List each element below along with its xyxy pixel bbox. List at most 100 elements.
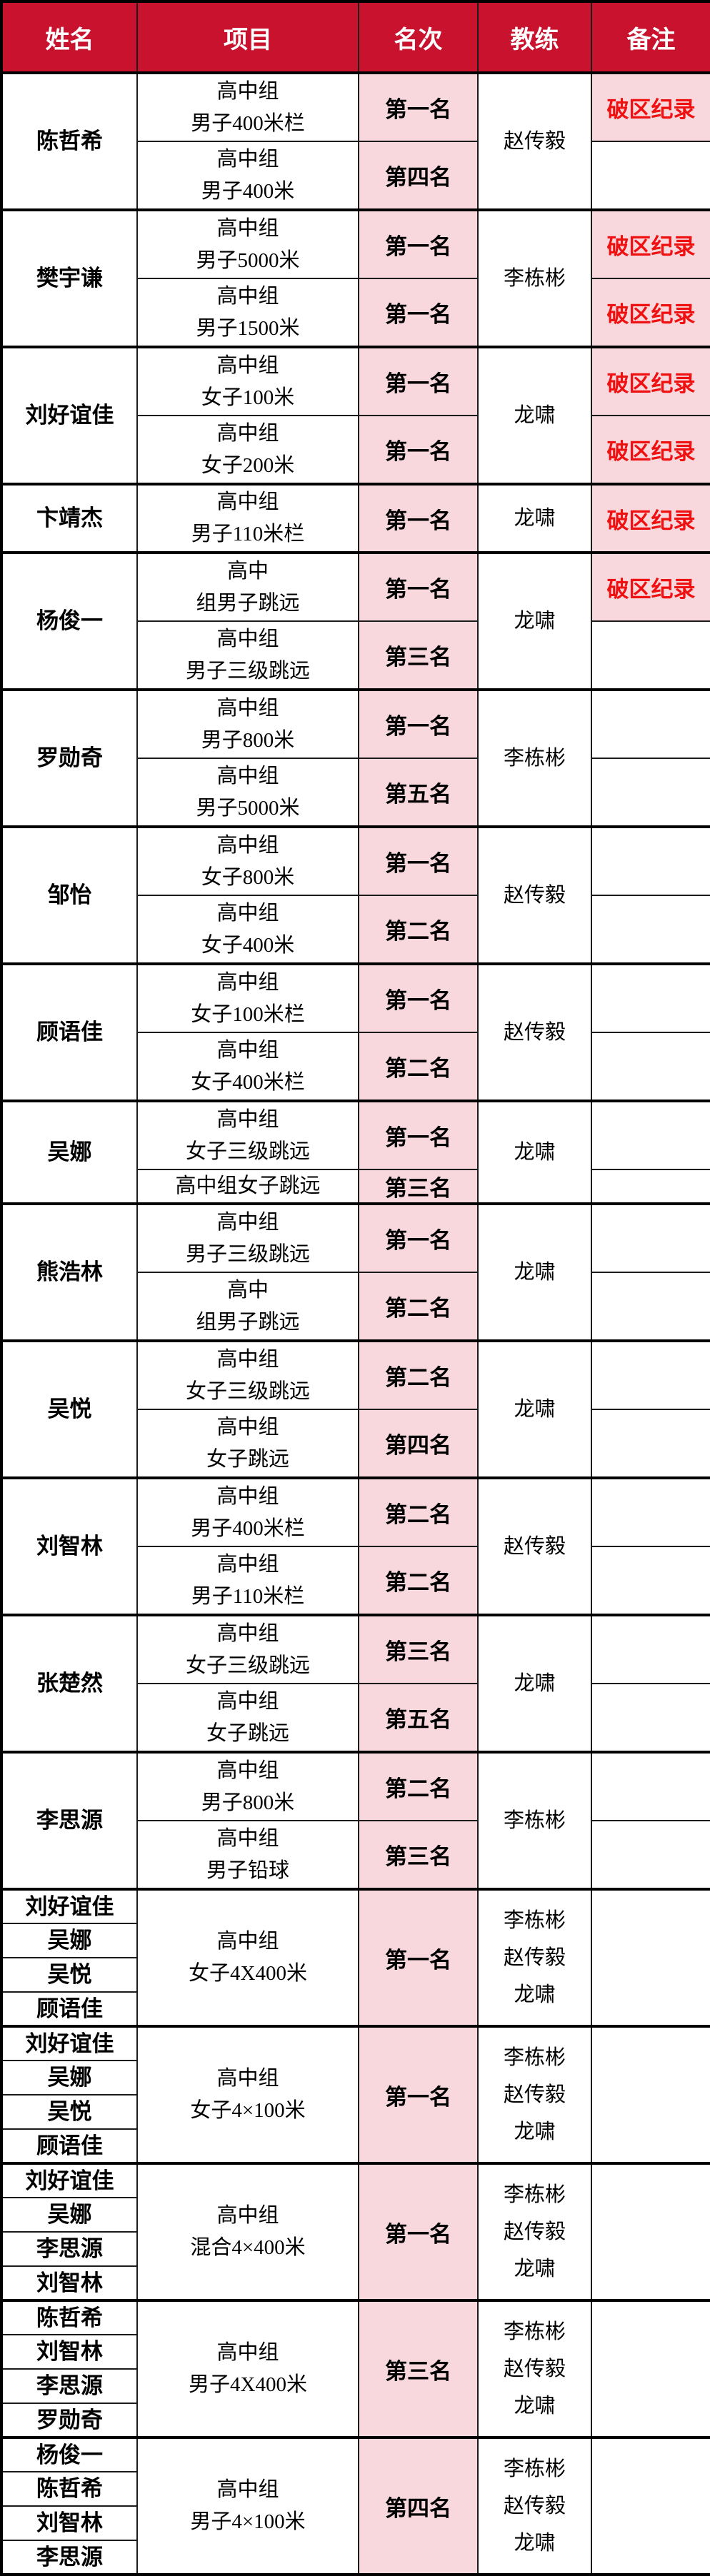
coach-name: 李栋彬 xyxy=(503,1809,566,1832)
event-line: 高中组 xyxy=(216,421,279,445)
event-cell: 高中组 女子400米栏 xyxy=(136,1032,359,1102)
event-line: 女子400米 xyxy=(201,933,295,957)
event-line: 高中组 xyxy=(216,216,279,240)
event-line: 组男子跳远 xyxy=(196,591,300,615)
event-line: 女子4×100米 xyxy=(190,2099,306,2122)
event-cell: 高中组 混合4×400米 xyxy=(136,2162,359,2301)
athlete-name-cell: 李思源 xyxy=(1,1751,138,1890)
event-line: 男子三级跳远 xyxy=(185,1242,310,1266)
result-row: 高中组 女子400米栏 第二名 xyxy=(1,1032,710,1102)
relay-row: 吴悦 xyxy=(1,1957,710,1993)
rank-cell: 第一名 xyxy=(358,1202,479,1273)
result-row: 张楚然 高中组 女子三级跳远 第三名 龙啸 xyxy=(1,1614,710,1753)
rank-cell: 第五名 xyxy=(358,758,479,827)
event-line: 高中组 xyxy=(216,970,279,994)
remark-cell xyxy=(591,1169,710,1204)
coach-cell: 李栋彬 xyxy=(477,208,592,348)
rank-cell: 第一名 xyxy=(358,346,479,416)
result-row: 卞靖杰 高中组 男子110米栏 第一名 龙啸 破区纪录 xyxy=(1,483,710,553)
event-line: 男子5000米 xyxy=(196,248,300,272)
athlete-name-cell: 杨俊一 xyxy=(1,551,138,690)
result-row: 高中组 男子铅球 第三名 xyxy=(1,1820,710,1890)
event-cell: 高中组 男子800米 xyxy=(136,688,359,759)
coach-name: 李栋彬 xyxy=(503,747,566,770)
result-row: 高中组 女子200米 第一名 破区纪录 xyxy=(1,415,710,485)
event-cell: 高中组 男子铅球 xyxy=(136,1820,359,1890)
relay-row: 杨俊一 高中组 男子4×100米 第四名 李栋彬 赵传毅 龙啸 xyxy=(1,2436,710,2575)
event-line: 高中组 xyxy=(216,284,279,308)
result-row: 高中组 女子跳远 第四名 xyxy=(1,1409,710,1479)
coach-cell: 李栋彬 赵传毅 龙啸 xyxy=(477,2299,592,2438)
result-row: 罗勋奇 高中组 男子800米 第一名 李栋彬 xyxy=(1,688,710,827)
event-cell: 高中组女子400米 xyxy=(136,895,359,965)
remark-cell xyxy=(591,962,710,1033)
rank-cell: 第二名 xyxy=(358,1339,479,1410)
coach-name: 龙啸 xyxy=(514,2258,556,2280)
result-row: 杨俊一 高中 组男子跳远 第一名 龙啸 破区纪录 xyxy=(1,551,710,690)
rank-cell: 第一名 xyxy=(358,71,479,142)
event-cell: 高中组 女子100米 xyxy=(136,346,359,416)
coach-name: 赵传毅 xyxy=(503,1535,566,1558)
result-row: 刘智林 高中组 男子400米栏 第二名 赵传毅 xyxy=(1,1476,710,1616)
relay-row: 李思源 xyxy=(1,2231,710,2267)
athlete-name-cell: 邹怡 xyxy=(1,825,138,965)
athlete-name-cell: 吴悦 xyxy=(1,1339,138,1479)
relay-row: 吴娜 xyxy=(1,2197,710,2233)
remark-cell xyxy=(591,141,710,211)
coach-name: 龙啸 xyxy=(514,1141,556,1164)
event-line: 高中组 xyxy=(216,2204,279,2227)
event-line: 高中组 xyxy=(216,1347,279,1371)
event-line: 高中组 xyxy=(216,901,279,925)
event-cell: 高中组 男子400米 xyxy=(136,141,359,211)
athlete-name-cell: 吴娜 xyxy=(1,2197,138,2233)
athlete-name-cell: 刘智林 xyxy=(1,2265,138,2301)
result-row: 吴娜 高中组 女子三级跳远 第一名 龙啸 xyxy=(1,1100,710,1204)
remark-cell xyxy=(591,620,710,690)
event-line: 高中组 xyxy=(216,79,279,103)
athlete-name-cell: 罗勋奇 xyxy=(1,2403,138,2438)
athlete-name-cell: 罗勋奇 xyxy=(1,688,138,827)
header-cell-name: 姓名 xyxy=(1,1,138,74)
athlete-name-cell: 吴悦 xyxy=(1,2094,138,2130)
event-line: 男子铅球 xyxy=(206,1858,289,1882)
remark-cell xyxy=(591,1546,710,1616)
event-cell: 高中组 男子400米栏 xyxy=(136,71,359,142)
athlete-name-cell: 刘好谊佳 xyxy=(1,1888,138,1924)
coach-cell: 李栋彬 赵传毅 龙啸 xyxy=(477,1888,592,2027)
remark-cell xyxy=(591,2299,710,2438)
remark-cell xyxy=(591,825,710,896)
rank-cell: 第一名 xyxy=(358,962,479,1033)
header-cell-rank: 名次 xyxy=(358,1,479,74)
event-line: 高中组 xyxy=(216,1826,279,1850)
coach-cell: 李栋彬 赵传毅 龙啸 xyxy=(477,2025,592,2164)
rank-cell: 第二名 xyxy=(358,1032,479,1102)
remark-cell: 破区纪录 xyxy=(591,278,710,348)
event-line: 高中组 xyxy=(216,1484,279,1508)
coach-cell: 龙啸 xyxy=(477,1339,592,1479)
event-line: 男子800米 xyxy=(201,1791,295,1814)
remark-cell xyxy=(591,1202,710,1273)
rank-cell: 第二名 xyxy=(358,1546,479,1616)
event-line: 男子4X400米 xyxy=(189,2373,307,2396)
rank-cell: 第二名 xyxy=(358,1751,479,1821)
event-cell: 高中组 男子1500米 xyxy=(136,278,359,348)
relay-row: 吴悦 xyxy=(1,2094,710,2130)
event-cell: 高中组 男子400米栏 xyxy=(136,1476,359,1547)
event-cell: 高中 组男子跳远 xyxy=(136,551,359,622)
relay-row: 罗勋奇 xyxy=(1,2403,710,2438)
relay-row: 刘智林 xyxy=(1,2265,710,2301)
event-cell: 高中组 男子三级跳远 xyxy=(136,620,359,690)
coach-cell: 龙啸 xyxy=(477,1202,592,1342)
event-line: 男子110米栏 xyxy=(191,1584,305,1608)
athlete-name-cell: 陈哲希 xyxy=(1,2299,138,2335)
event-line: 高中组 xyxy=(216,1930,279,1953)
event-line: 高中组 xyxy=(216,1759,279,1782)
rank-cell: 第一名 xyxy=(358,1888,479,2027)
athlete-name-cell: 张楚然 xyxy=(1,1614,138,1753)
event-line: 高中组 xyxy=(216,1415,279,1439)
event-cell: 高中组女子跳远 xyxy=(136,1169,359,1204)
athlete-name-cell: 刘智林 xyxy=(1,1476,138,1616)
result-row: 高中 组男子跳远 第二名 xyxy=(1,1272,710,1342)
event-line: 高中组 xyxy=(216,696,279,720)
event-line: 男子110米栏 xyxy=(191,523,305,545)
